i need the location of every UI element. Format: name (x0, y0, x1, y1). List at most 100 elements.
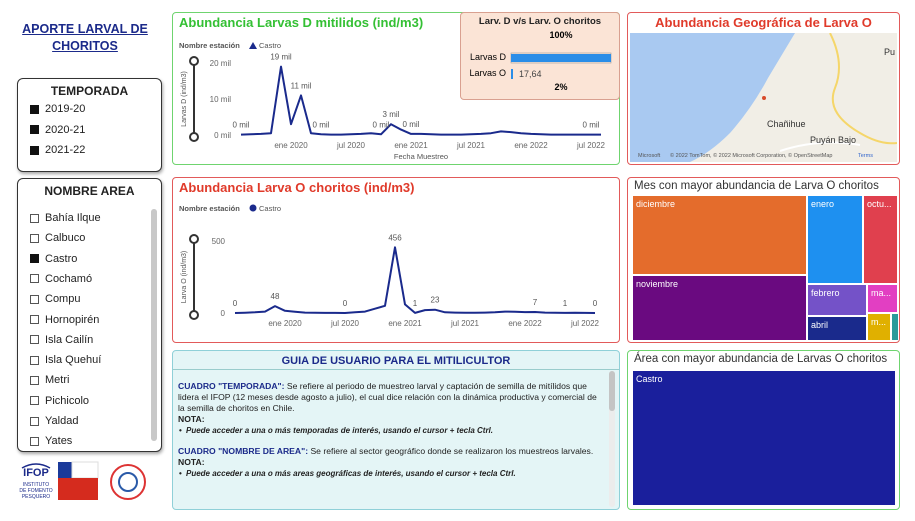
treemap-cell[interactable]: noviembre (632, 275, 807, 341)
treemap-cell[interactable]: abril (807, 316, 867, 341)
data-label: 23 (431, 296, 440, 305)
bar (511, 69, 513, 79)
slicer-item[interactable]: Calbuco (30, 232, 85, 244)
slider-handle[interactable] (189, 310, 199, 320)
checkbox[interactable] (30, 436, 39, 446)
item-label: Pichicolo (45, 394, 90, 407)
checkbox[interactable] (30, 375, 39, 385)
y-tick-label: 0 mil (214, 131, 231, 140)
guide-note: NOTA: (178, 457, 205, 467)
guide-text: Se refiere al sector geográfico donde se… (308, 446, 594, 456)
chart-title: Abundancia Larvas D mitilidos (ind/m3) (179, 15, 424, 30)
map-terms[interactable]: Terms (858, 153, 873, 159)
slider-handle[interactable] (189, 234, 199, 244)
slicer-item[interactable]: Castro (30, 253, 77, 265)
slicer-item[interactable]: Yaldad (30, 415, 78, 427)
checkbox[interactable] (30, 274, 39, 284)
guide-paragraph: CUADRO "TEMPORADA": Se refiere al period… (178, 381, 603, 414)
treemap-cell[interactable] (891, 313, 899, 341)
flag-white (71, 461, 99, 479)
slicer-title: TEMPORADA (50, 84, 129, 98)
checkbox[interactable] (30, 294, 39, 304)
treemap-cell[interactable]: ma... (867, 284, 898, 313)
slicer-item[interactable]: 2019-20 (30, 103, 85, 115)
checkbox[interactable] (30, 416, 39, 426)
checkbox[interactable] (30, 125, 39, 134)
checkbox[interactable] (30, 213, 39, 223)
slicer-item[interactable]: Hornopirén (30, 314, 99, 326)
ifop-name: PESQUERO (22, 494, 50, 500)
larvas-o-panel: Abundancia Larva O choritos (ind/m3) Lar… (172, 177, 620, 343)
bullet-dot: • (179, 469, 182, 478)
slicer-item[interactable]: Metri (30, 374, 69, 386)
checkbox[interactable] (30, 104, 39, 114)
checkbox[interactable] (30, 233, 39, 243)
x-tick-label: jul 2020 (336, 141, 366, 150)
scrollbar[interactable] (151, 209, 157, 441)
slicer-item[interactable]: Pichicolo (30, 395, 89, 407)
slicer-item[interactable]: 2021-22 (30, 144, 85, 156)
comparison-bars: Larvas D 100% Larvas O 2% 17,64 (469, 30, 612, 92)
item-label: 2019-20 (45, 103, 86, 115)
data-label: 0 mil (313, 120, 330, 129)
place-label: Puyán Bajo (810, 135, 856, 145)
legend-label: Castro (259, 204, 281, 213)
slider-handle[interactable] (189, 132, 199, 142)
map[interactable]: Chañihue Puyán Bajo Pu Microsoft © 2022 … (630, 33, 897, 162)
treemap-cell[interactable]: febrero (807, 284, 867, 316)
slicer-item[interactable]: 2020-21 (30, 124, 85, 136)
treemap-cell[interactable]: diciembre (632, 195, 807, 275)
treemap-cell[interactable]: enero (807, 195, 863, 284)
y-tick-label: 0 (221, 309, 226, 318)
place-label: Chañihue (767, 119, 806, 129)
seal-logo (110, 464, 146, 500)
x-tick-label: ene 2020 (268, 319, 302, 328)
y-tick-label: 10 mil (210, 95, 232, 104)
place-label: Pu (884, 47, 895, 57)
checkbox[interactable] (30, 315, 39, 324)
guide-bullet: • Puede acceder a una o más areas geográf… (178, 468, 603, 479)
map-panel: Abundancia Geográfica de Larva O Chañihu… (627, 12, 900, 165)
scroll-thumb[interactable] (151, 209, 157, 441)
checkbox[interactable] (30, 254, 39, 264)
areas-panel: Área con mayor abundancia de Larvas O ch… (627, 350, 900, 510)
map-brand: Microsoft (638, 153, 661, 159)
item-label: Cochamó (45, 272, 93, 285)
checkbox[interactable] (30, 355, 39, 365)
x-tick-label: ene 2022 (514, 141, 548, 150)
guide-text: Se refiere al periodo de muestreo larval… (178, 381, 597, 413)
slicer-item[interactable]: Isla Quehuí (30, 354, 101, 366)
checkbox[interactable] (30, 335, 39, 345)
scrollbar[interactable] (609, 371, 615, 507)
treemap-cell[interactable]: m... (867, 313, 891, 341)
checkbox[interactable] (30, 145, 39, 155)
station-point[interactable] (762, 96, 766, 100)
slicer-item[interactable]: Yates (30, 435, 72, 447)
ifop-name: INSTITUTO (23, 482, 49, 488)
flag-blue (58, 462, 72, 478)
slicer-item[interactable]: Isla Cailín (30, 334, 93, 346)
treemap-cell[interactable]: Castro (632, 370, 896, 506)
slider-handle[interactable] (189, 56, 199, 66)
ifop-name: DE FOMENTO (19, 488, 52, 494)
legend-marker (249, 42, 257, 49)
item-label: Metri (45, 374, 70, 387)
guide-heading: CUADRO "TEMPORADA": (178, 381, 285, 391)
checkbox[interactable] (30, 396, 39, 406)
y-tick-label: 20 mil (210, 59, 232, 68)
item-label: Bahía Ilque (45, 212, 101, 224)
slicer-item[interactable]: Compu (30, 293, 80, 305)
data-label: 456 (388, 233, 402, 242)
treemap-cell[interactable]: octu... (863, 195, 898, 284)
comparison-card: Larv. D v/s Larv. O choritos Larvas D 100… (460, 12, 620, 100)
road (779, 141, 861, 152)
water (630, 33, 795, 162)
x-tick-label: ene 2021 (394, 141, 428, 150)
slicer-item[interactable]: Cochamó (30, 273, 92, 285)
bullet-text: Puede acceder a una o más temporadas de … (186, 426, 494, 435)
scroll-thumb[interactable] (609, 371, 615, 411)
percent-label: 100% (549, 30, 572, 40)
legend-title: Nombre estación (179, 204, 240, 213)
slicer-item[interactable]: Bahía Ilque (30, 212, 101, 224)
x-tick-label: ene 2021 (388, 319, 422, 328)
